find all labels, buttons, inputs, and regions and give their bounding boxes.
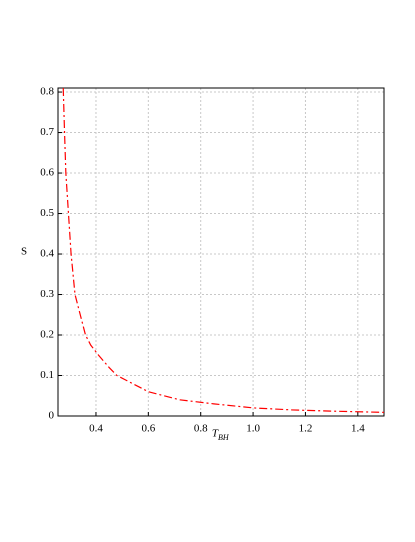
y-tick-label: 0.1 <box>40 369 54 381</box>
y-tick-label: 0.7 <box>40 126 54 138</box>
y-tick-label: 0 <box>49 410 55 422</box>
line-series <box>62 87 385 413</box>
y-tick-label: 0.2 <box>40 329 54 341</box>
x-tick-label: 1.0 <box>246 423 260 435</box>
x-tick-label: 0.4 <box>89 423 103 435</box>
x-axis-label: T <box>212 428 219 440</box>
x-tick-label: 1.4 <box>351 423 365 435</box>
y-axis-label: S <box>21 246 27 258</box>
x-tick-label: 0.6 <box>141 423 155 435</box>
y-tick-label: 0.6 <box>40 167 54 179</box>
y-tick-label: 0.8 <box>40 86 54 98</box>
x-tick-label: 1.2 <box>299 423 313 435</box>
x-tick-label: 0.8 <box>194 423 208 435</box>
y-tick-label: 0.5 <box>40 207 54 219</box>
plot-frame <box>57 87 385 417</box>
y-tick-label: 0.4 <box>40 248 54 260</box>
y-tick-label: 0.3 <box>40 288 54 300</box>
x-axis-label-subscript: BH <box>218 433 230 442</box>
